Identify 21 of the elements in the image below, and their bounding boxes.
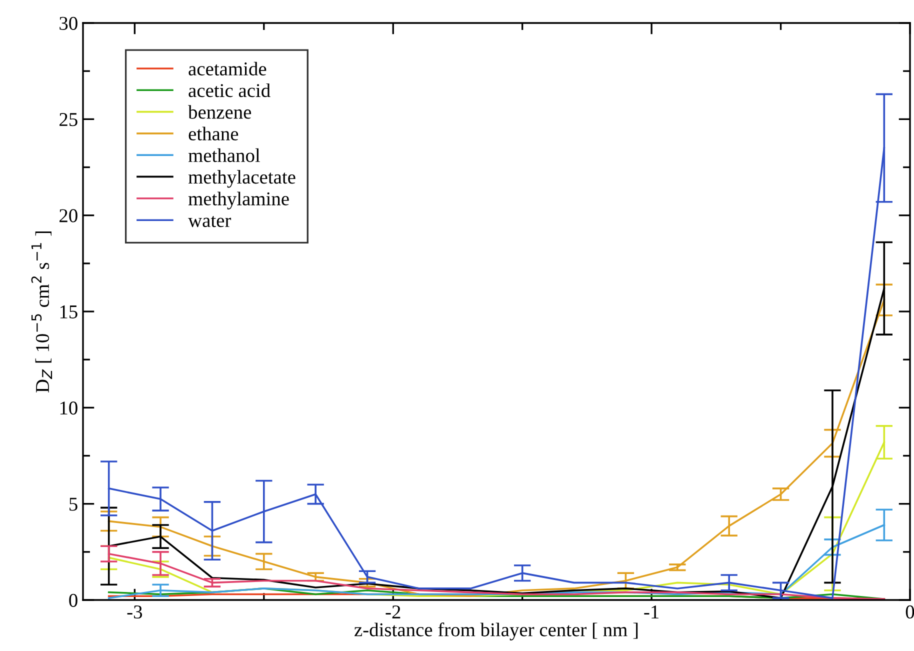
y-tick-label: 0	[69, 594, 78, 607]
legend-label: water	[188, 216, 232, 228]
y-tick-label: 25	[60, 113, 78, 126]
y-tick-label: 30	[60, 16, 78, 30]
legend-label: methylamine	[188, 192, 289, 210]
y-tick-label: 5	[70, 498, 78, 511]
legend-label: acetic acid	[188, 83, 270, 98]
x-tick-label: -1	[644, 606, 658, 618]
legend-label: benzene	[188, 105, 252, 119]
y-tick-label: 10	[60, 401, 78, 415]
legend-label: ethane	[188, 126, 238, 140]
x-tick-label: -3	[127, 605, 142, 619]
y-tick-label: 15	[60, 305, 78, 318]
legend-label: acetamide	[188, 62, 266, 76]
legend-label: methanol	[188, 148, 260, 162]
x-tick-label: -2	[386, 605, 400, 618]
x-tick-label: 0	[906, 605, 914, 619]
legend-label: methylacetate	[188, 170, 296, 188]
x-axis-title: z-distance from bilayer center [ nm ]	[354, 622, 638, 640]
text: D$_{Z}$ [ 10$^{−5}$ cm$^{2}$ s$^{−1}$ ]	[31, 231, 52, 393]
y-tick-label: 20	[60, 209, 78, 222]
